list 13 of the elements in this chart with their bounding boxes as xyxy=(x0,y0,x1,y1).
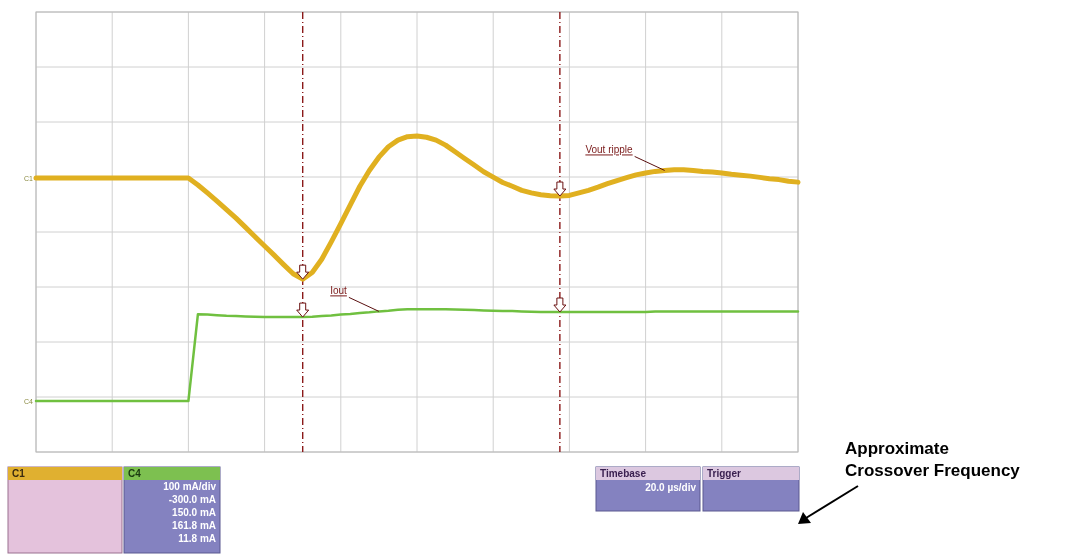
text: Trigger xyxy=(707,468,741,479)
text: 11.8 mA xyxy=(178,533,216,544)
text: 100 mA/div xyxy=(163,481,217,492)
series-label: Vout ripple xyxy=(585,144,634,156)
text: 150.0 mA xyxy=(172,507,216,518)
text: 20.0 µs/div xyxy=(645,482,697,493)
text: 161.8 mA xyxy=(172,520,216,531)
text: -300.0 mA xyxy=(168,494,216,505)
text: C4 xyxy=(128,468,142,479)
text: Timebase xyxy=(600,468,647,479)
series-label: Iout xyxy=(330,285,348,297)
text: Approximate Crossover Frequency xyxy=(845,439,1021,480)
text: C1 xyxy=(12,468,26,479)
